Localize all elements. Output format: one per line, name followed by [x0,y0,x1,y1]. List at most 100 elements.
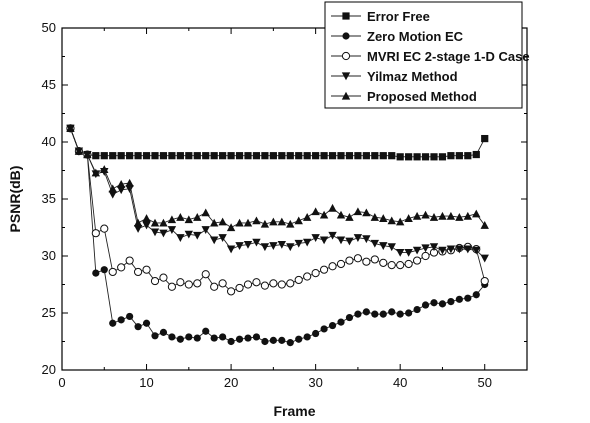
data-point [159,218,168,227]
data-point [336,210,346,219]
legend-marker [342,12,350,20]
data-point [219,152,227,160]
data-point [66,124,75,132]
series-layer [66,124,489,347]
data-point [116,186,126,195]
data-point [328,152,337,160]
data-point [370,213,380,221]
data-point [353,207,363,216]
data-point [150,276,160,286]
data-point [277,241,287,249]
legend-entry: Error Free [331,9,430,24]
data-point [252,238,261,247]
data-point [117,316,125,324]
y-tick-label: 25 [42,305,56,320]
data-point [421,301,430,309]
data-point [109,319,117,327]
data-point [202,152,210,160]
data-point [227,337,235,346]
data-point [176,234,185,242]
data-point [252,278,261,287]
data-point [328,203,337,212]
data-point [176,213,185,221]
data-point [167,215,177,224]
data-point [193,213,202,221]
data-point [210,152,218,160]
data-point [193,231,202,240]
x-tick-label: 50 [477,375,491,390]
data-point [328,321,337,330]
x-tick-label: 40 [393,375,407,390]
data-point [243,280,253,289]
data-point [184,215,194,224]
data-point [413,305,421,314]
data-point [421,153,430,161]
data-point [218,217,227,226]
series-5 [66,124,489,232]
y-tick-label: 30 [42,248,56,263]
series-2 [66,124,489,347]
data-point [421,210,430,219]
data-point [337,152,345,160]
data-point [312,152,320,160]
legend-marker [341,72,351,81]
data-point [379,152,387,160]
data-point [108,267,117,277]
data-point [388,308,396,316]
data-point [379,242,388,250]
data-point [337,318,345,326]
data-point [455,245,464,254]
data-point [142,319,151,327]
data-point [193,152,201,160]
data-point [235,335,244,343]
data-point [438,300,447,308]
data-point [379,214,388,222]
data-point [151,332,159,340]
data-point [92,152,100,160]
data-point [353,254,363,263]
legend-entry: MVRI EC 2-stage 1-D Case [331,49,530,64]
y-tick-label: 35 [42,191,56,206]
data-point [472,150,480,159]
legend-box [324,1,523,109]
data-point [362,208,371,217]
data-point [235,242,244,250]
data-point [218,234,227,242]
data-point [159,273,168,282]
data-point [404,214,413,222]
data-point [219,333,227,341]
data-point [133,218,143,227]
data-point [260,243,270,252]
data-point [159,229,168,238]
legend-label: Proposed Method [367,89,477,104]
legend-marker [341,91,351,100]
data-point [405,153,413,161]
legend-marker [342,32,350,40]
y-tick-label: 45 [42,77,56,92]
data-point [91,168,101,177]
data-point [92,269,100,277]
data-point [142,214,151,222]
data-point [286,339,294,347]
data-point [244,152,252,160]
data-point [353,234,363,242]
data-point [176,278,185,287]
data-point [311,207,320,216]
data-point [328,231,337,240]
data-point [370,239,380,248]
data-point [269,242,278,250]
data-point [235,283,244,293]
data-point [260,219,270,228]
data-point [336,259,346,269]
data-point [345,256,354,265]
data-point [429,243,439,252]
data-point [243,218,253,227]
data-point [142,221,151,230]
data-point [201,270,210,279]
x-axis-title: Frame [273,403,315,419]
data-point [438,211,447,220]
data-point [134,323,142,331]
data-point [464,152,472,160]
data-point [269,217,278,226]
